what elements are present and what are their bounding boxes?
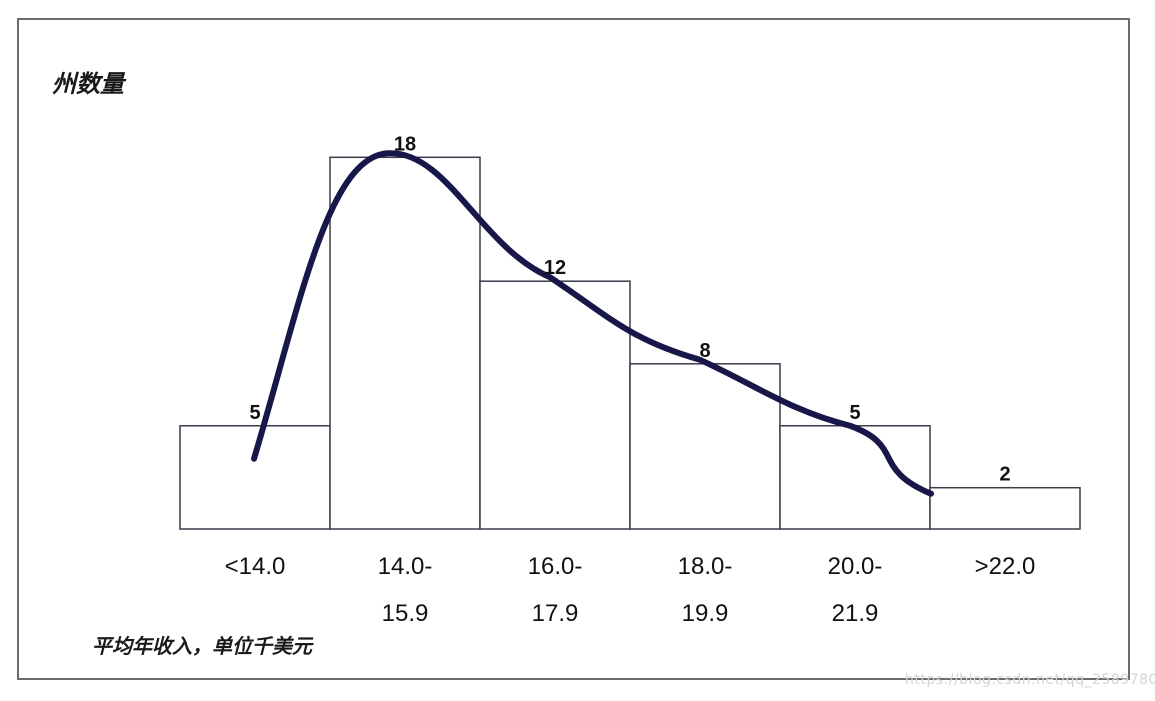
x-tick-label-5-line1: >22.0 — [975, 553, 1036, 580]
x-tick-label-3-line1: 18.0- — [678, 553, 733, 580]
bar-5 — [929, 486, 1081, 530]
x-tick-label-4-line1: 20.0- — [828, 553, 883, 580]
data-label-1: 18 — [394, 133, 416, 155]
x-tick-label-2-line1: 16.0- — [528, 553, 583, 580]
bar-2 — [479, 280, 631, 530]
x-axis-label: 平均年收入，单位千美元 — [92, 634, 314, 658]
x-tick-label-1-line1: 14.0- — [378, 553, 433, 580]
frequency-curve — [251, 150, 934, 497]
x-tick-label-0-line1: <14.0 — [225, 553, 286, 580]
data-label-0: 5 — [249, 402, 260, 424]
x-tick-labels-group: <14.0 14.0- 15.9 16.0- 17.9 18.0- 19.9 20.0- 21.… — [225, 553, 1036, 627]
bar-1 — [329, 156, 481, 530]
x-tick-label-2-line2: 17.9 — [532, 600, 579, 627]
data-label-3: 8 — [699, 340, 710, 362]
curve-group — [251, 150, 934, 497]
y-axis-label: 州数量 — [52, 70, 127, 98]
x-tick-label-3-line2: 19.9 — [682, 600, 729, 627]
x-tick-label-4-line2: 21.9 — [832, 600, 879, 627]
data-label-5: 2 — [999, 464, 1010, 486]
data-label-2: 12 — [544, 257, 566, 279]
x-tick-label-1-line2: 15.9 — [382, 600, 429, 627]
watermark: https://blog.csdn.net/qq_25897801 — [905, 672, 1155, 688]
bars-group — [179, 156, 1081, 530]
data-labels-group: 5 18 12 8 5 2 — [249, 133, 1010, 485]
data-label-4: 5 — [849, 402, 860, 424]
bar-0 — [179, 425, 331, 530]
